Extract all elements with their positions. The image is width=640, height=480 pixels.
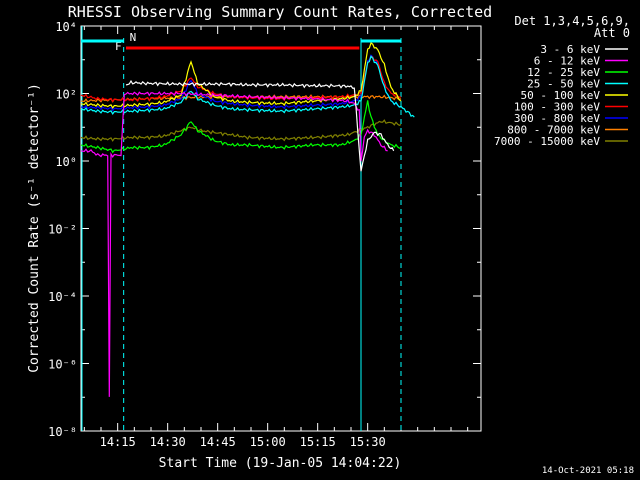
plot-axes [80, 25, 482, 432]
plot-frame [80, 25, 482, 432]
x-tick-label: 15:15 [300, 435, 336, 449]
y-tick-label: 10⁻⁶ [48, 358, 77, 372]
legend-label: 12 - 25 keV [527, 66, 600, 79]
legend-header-line: Det 1,3,4,5,6,9, [514, 14, 630, 28]
x-tick-label: 14:45 [200, 435, 236, 449]
y-tick-label: 10² [55, 88, 77, 102]
series-line [80, 42, 402, 110]
series-layer [80, 42, 415, 397]
legend-label: 3 - 6 keV [540, 43, 600, 56]
flag-guides [81, 26, 402, 431]
legend-label: 300 - 800 keV [514, 112, 600, 125]
legend-label: 100 - 300 keV [514, 101, 600, 114]
legend-label: 800 - 7000 keV [507, 124, 600, 137]
series-line [80, 55, 415, 118]
series-line [80, 91, 388, 397]
timestamp-footer: 14-Oct-2021 05:18 [541, 466, 634, 476]
y-tick-label: 10⁻⁴ [48, 290, 77, 304]
series-line [80, 100, 402, 154]
y-tick-label: 10⁻² [48, 223, 77, 237]
series-line [125, 79, 395, 172]
chart-title: RHESSI Observing Summary Count Rates, Co… [68, 3, 492, 21]
y-tick-label: 10⁴ [55, 20, 77, 34]
y-axis-label: Corrected Count Rate (s⁻¹ detector⁻¹) [27, 83, 42, 373]
x-axis-ticks: 14:15 14:30 14:45 15:00 15:15 15:30 [83, 26, 469, 449]
flag-label-n: N [130, 31, 137, 44]
y-tick-label: 10⁰ [55, 155, 77, 169]
legend-label: 7000 - 15000 keV [494, 135, 600, 148]
x-tick-label: 14:15 [100, 435, 136, 449]
x-tick-label: 14:30 [150, 435, 186, 449]
x-tick-label: 15:00 [250, 435, 286, 449]
flag-label-f: F [115, 40, 122, 53]
legend-header-line: Att 0 [594, 26, 630, 40]
y-tick-label: 10⁻⁸ [48, 425, 77, 439]
x-tick-label: 15:30 [350, 435, 386, 449]
flag-bars: FN [81, 31, 401, 53]
legend-label: 50 - 100 keV [521, 89, 601, 102]
series-line [80, 55, 402, 103]
legend-header: Det 1,3,4,5,6,9,Att 0 [514, 14, 630, 40]
legend-label: 6 - 12 keV [534, 55, 601, 68]
legend-label: 25 - 50 keV [527, 78, 600, 91]
x-axis-label: Start Time (19-Jan-05 14:04:22) [159, 456, 402, 471]
y-axis-ticks: 10⁴ 10² 10⁰ 10⁻² 10⁻⁴ 10⁻⁶ 10⁻⁸ [48, 20, 481, 439]
series-line [80, 119, 402, 142]
